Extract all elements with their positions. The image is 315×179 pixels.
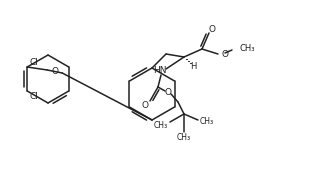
Text: O: O [164,88,171,96]
Text: H: H [190,62,196,71]
Text: Cl: Cl [30,91,39,100]
Text: CH₃: CH₃ [154,120,168,129]
Text: O: O [51,67,58,76]
Text: CH₃: CH₃ [200,117,214,127]
Text: CH₃: CH₃ [177,132,191,142]
Text: O: O [209,25,215,33]
Text: O: O [141,100,148,110]
Text: CH₃: CH₃ [240,43,255,52]
Text: O: O [222,50,229,59]
Text: Cl: Cl [30,57,39,67]
Text: HN: HN [153,66,167,74]
